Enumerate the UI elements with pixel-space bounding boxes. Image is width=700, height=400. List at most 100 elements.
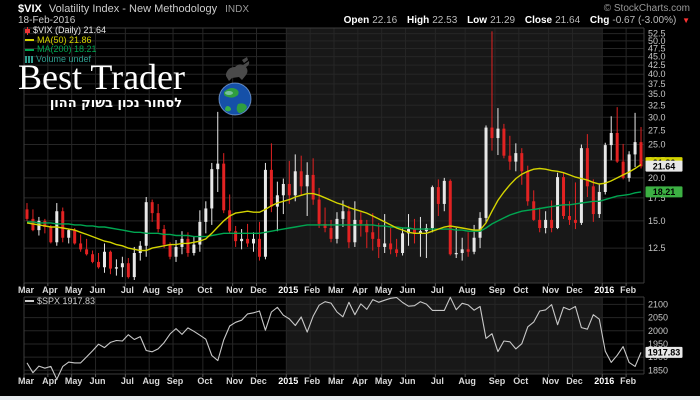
x-tick-label: Apr — [42, 376, 58, 386]
y-axis-labels: 52.550.047.545.042.540.037.535.032.5 30.0… — [648, 29, 668, 376]
candle-body — [186, 238, 190, 253]
candle-body — [120, 263, 124, 268]
year-2015-band — [286, 28, 603, 374]
candle-body — [329, 228, 333, 239]
vix-y-tick-label: 27.5 — [648, 125, 666, 135]
open-value: 22.16 — [372, 15, 398, 26]
x-tick-label: 2016 — [594, 376, 614, 386]
candle-body — [436, 187, 440, 204]
candle-body — [478, 217, 482, 238]
candle-body — [257, 238, 261, 257]
candle-body — [198, 221, 202, 245]
x-tick-label: Dec — [250, 376, 267, 386]
candle-body — [73, 230, 77, 244]
candle-body — [359, 219, 363, 224]
candle-body — [567, 215, 571, 220]
low-label: Low — [467, 15, 488, 26]
candle-body — [150, 202, 154, 214]
candle-body — [484, 127, 488, 218]
candle-body — [305, 174, 309, 187]
candle-body — [216, 163, 220, 170]
ma200-line — [27, 191, 642, 238]
candle-body — [126, 263, 130, 278]
candle-body — [514, 153, 518, 162]
candle-body — [43, 220, 47, 227]
candle-body — [269, 169, 273, 207]
spx-y-tick-label: 2050 — [648, 313, 668, 323]
candle-body — [25, 209, 29, 219]
candle-body — [341, 211, 345, 219]
candle-body — [240, 238, 244, 242]
candle-body — [466, 249, 470, 252]
vix-y-tick-label: 52.5 — [648, 29, 666, 39]
spx-swatch-icon — [25, 300, 34, 302]
candle-body — [97, 261, 101, 268]
x-tick-label: Dec — [566, 285, 583, 295]
vix-y-tick-label: 47.5 — [648, 44, 666, 54]
candle-body — [263, 169, 267, 257]
x-tick-label: Jul — [121, 285, 134, 295]
candle-body — [615, 133, 619, 162]
candle-body — [573, 219, 577, 223]
candle-body — [222, 163, 226, 211]
pane-frames — [23, 27, 645, 377]
x-tick-label: Aug — [458, 376, 476, 386]
legend-row-vix: $VIX (Daily) 21.64 — [25, 25, 107, 36]
x-tick-label: Oct — [513, 376, 528, 386]
x-tick-label: Jul — [431, 285, 444, 295]
svg-text:18.21: 18.21 — [653, 187, 676, 197]
x-tick-label: Feb — [620, 376, 637, 386]
legend-vix-label: $VIX (Daily) 21.64 — [33, 25, 107, 35]
x-tick-label: May — [65, 285, 83, 295]
vix-y-tick-label: 15.0 — [648, 216, 666, 226]
page-bottom-strip — [0, 396, 700, 400]
candle-body — [633, 142, 637, 155]
candle-body — [138, 245, 142, 253]
svg-text:1917.83: 1917.83 — [648, 348, 681, 358]
candle-body — [377, 238, 381, 247]
watermark-title: Best Trader — [18, 57, 186, 97]
x-tick-label: Dec — [250, 285, 267, 295]
x-tick-label: Oct — [513, 285, 528, 295]
vix-legend: $VIX (Daily) 21.64 MA(50) 21.86 MA(200) … — [25, 25, 107, 64]
candle-body — [448, 180, 452, 255]
candle-body — [597, 191, 601, 215]
candle-body — [538, 219, 542, 229]
candle-body — [621, 161, 625, 178]
chg-label: Chg — [589, 15, 610, 26]
candle-body — [401, 233, 405, 253]
candle-body — [275, 195, 279, 207]
candle-body — [407, 229, 411, 234]
x-tick-label: Jul — [121, 376, 134, 386]
candle-body — [311, 174, 315, 200]
candle-body — [85, 249, 89, 255]
vix-last-value-badge: 21.64 — [645, 160, 683, 172]
candle-body — [502, 128, 506, 156]
spx-line — [26, 296, 642, 380]
candle-body — [174, 246, 178, 257]
candle-body — [287, 183, 291, 196]
symbol-label: $VIX — [18, 3, 42, 15]
candle-body — [156, 213, 160, 230]
legend-row-ma200: MA(200) 18.21 — [25, 44, 106, 55]
candle-body — [496, 128, 500, 139]
vix-y-tick-label: 37.5 — [648, 79, 666, 89]
copyright-label: © StockCharts.com — [603, 3, 690, 14]
x-tick-label: Aug — [142, 376, 160, 386]
chart-header: $VIX Volatility Index - New Methodology … — [18, 3, 690, 15]
vix-y-tick-label: 12.5 — [648, 243, 666, 253]
globe-icon — [218, 82, 252, 116]
candle-body — [114, 267, 118, 269]
x-tick-label: Oct — [197, 376, 212, 386]
x-tick-label: Aug — [142, 285, 160, 295]
vix-y-tick-label: 50.0 — [648, 36, 666, 46]
candle-body — [454, 252, 458, 255]
spx-y-tick-label: 1850 — [648, 365, 668, 375]
candle-body — [91, 254, 95, 262]
candle-body — [281, 183, 285, 196]
watermark-subtitle: לסחור נכון בשוק ההון — [49, 96, 183, 111]
candle-body — [228, 210, 232, 232]
candle-body — [234, 231, 238, 242]
candle-body — [246, 238, 250, 244]
x-tick-label: 2015 — [278, 376, 298, 386]
